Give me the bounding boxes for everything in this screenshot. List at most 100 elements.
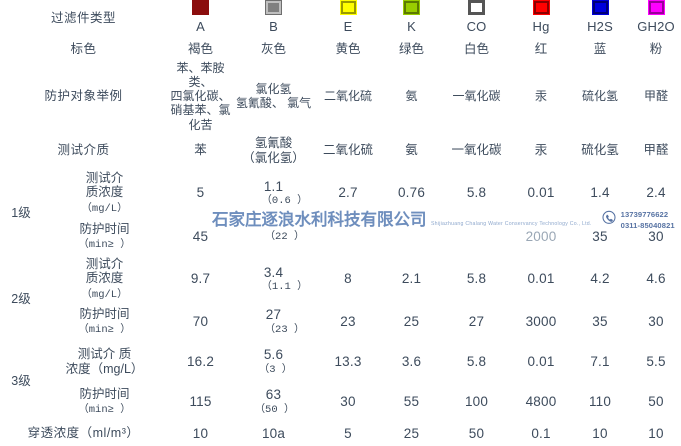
param-label-concentration-3: 测试介 质 浓度（mg/L） xyxy=(65,346,144,376)
param-label-time-1: 防护时间 （min≥ ） xyxy=(78,221,131,252)
row-label-protection-examples: 防护对象举例 xyxy=(44,88,123,103)
value-l3-time-CO: 100 xyxy=(464,393,489,409)
value-l2-time-E: 23 xyxy=(340,313,356,329)
level-label-1: 1级 xyxy=(11,205,31,220)
protect-K: 氨 xyxy=(405,89,418,104)
value-l3-conc-K: 3.6 xyxy=(401,353,422,369)
protect-GH2O: 甲醛 xyxy=(644,89,669,104)
code-GH2O: GH2O xyxy=(637,19,675,34)
cell-type-H2S: H2S xyxy=(569,0,631,37)
value-l1-conc-B: 1.1 （0.6 ） xyxy=(261,178,308,208)
value-l3-conc-A: 16.2 xyxy=(186,353,215,369)
code-A: A xyxy=(196,19,205,34)
value-l1-time-A: 45 xyxy=(192,228,209,244)
value-penetration-K: 25 xyxy=(403,425,420,441)
cell-type-Hg: Hg xyxy=(513,0,569,37)
level-label-3: 3级 xyxy=(11,374,31,389)
value-l1-conc-A: 5 xyxy=(196,185,205,201)
value-l2-conc-H2S: 4.2 xyxy=(590,271,610,287)
value-l1-time-Hg: 2000 xyxy=(525,228,557,244)
code-B: B xyxy=(269,19,278,34)
param-label-time-3: 防护时间 （min≥ ） xyxy=(78,386,131,417)
protect-Hg: 汞 xyxy=(535,89,548,104)
value-l3-time-H2S: 110 xyxy=(588,393,612,409)
value-l2-time-H2S: 35 xyxy=(592,313,608,329)
code-CO: CO xyxy=(466,19,487,34)
value-l2-conc-GH2O: 4.6 xyxy=(646,271,666,287)
level-label-2: 2级 xyxy=(11,291,31,306)
value-penetration-B: 10a xyxy=(261,425,286,441)
value-l3-conc-H2S: 7.1 xyxy=(590,353,610,369)
value-l1-time-H2S: 35 xyxy=(592,228,608,244)
value-l3-conc-Hg: 0.01 xyxy=(527,353,555,369)
value-l1-conc-Hg: 0.01 xyxy=(527,185,555,201)
value-penetration-GH2O: 10 xyxy=(648,425,664,441)
value-l2-time-Hg: 3000 xyxy=(525,313,557,329)
value-l2-conc-Hg: 0.01 xyxy=(527,271,555,287)
value-penetration-CO: 50 xyxy=(468,425,485,441)
medium-Hg: 汞 xyxy=(534,143,548,158)
value-l1-time-B: （22 ） xyxy=(264,230,305,243)
table-row-level2-concentration: 2级 测试介 质浓度 （mg/L） 9.7 3.4 （1.1 ） 8 2.1 5… xyxy=(0,256,681,306)
swatch-H2S xyxy=(569,0,631,15)
value-l3-time-GH2O: 50 xyxy=(648,393,664,409)
value-l3-time-K: 55 xyxy=(403,393,420,409)
code-H2S: H2S xyxy=(587,19,613,34)
cell-type-E: E xyxy=(313,0,383,37)
table-row-level3-time: 防护时间 （min≥ ） 115 63 （50 ） 30 55 100 4800… xyxy=(0,382,681,422)
code-E: E xyxy=(343,19,353,34)
color-name-Hg: 红 xyxy=(534,41,548,56)
value-l3-time-B: 63 （50 ） xyxy=(254,387,295,416)
value-l2-conc-CO: 5.8 xyxy=(466,271,487,287)
medium-CO: 一氧化碳 xyxy=(451,143,502,158)
value-l1-time-K xyxy=(383,217,440,257)
param-label-concentration-2: 测试介 质浓度 （mg/L） xyxy=(81,256,128,302)
protect-CO: 一氧化碳 xyxy=(452,89,501,104)
value-l1-time-CO xyxy=(440,217,513,257)
value-l2-time-CO: 27 xyxy=(468,313,485,329)
value-l1-conc-K: 0.76 xyxy=(397,185,426,201)
swatch-E xyxy=(313,0,383,15)
value-penetration-E: 5 xyxy=(344,425,352,441)
value-penetration-A: 10 xyxy=(192,425,209,441)
table-row-level3-concentration: 3级 测试介 质 浓度（mg/L） 16.2 5.6 （3 ） 13.3 3.6… xyxy=(0,342,681,388)
cell-type-K: K xyxy=(383,0,440,37)
value-l3-time-A: 115 xyxy=(189,393,212,409)
color-name-A: 褐色 xyxy=(188,41,214,56)
value-l1-conc-CO: 5.8 xyxy=(466,185,487,201)
swatch-CO xyxy=(440,0,513,15)
param-label-concentration-1: 测试介 质浓度 （mg/L） xyxy=(81,170,128,216)
swatch-A xyxy=(167,0,234,15)
swatch-K xyxy=(383,0,440,15)
table-row-filter-type: 过滤件类型 A B E K xyxy=(0,0,681,37)
table-row-test-medium: 测试介质 苯 氢氰酸 （氯化氢） 二氧化硫 氨 一氧化碳 汞 硫化氢 甲醛 xyxy=(0,132,681,170)
value-l2-time-B: 27 （23 ） xyxy=(264,307,305,336)
value-l3-conc-E: 13.3 xyxy=(334,353,362,369)
value-l1-time-E xyxy=(313,217,383,257)
value-penetration-Hg: 0.1 xyxy=(531,425,551,441)
value-l2-conc-K: 2.1 xyxy=(401,271,422,287)
value-l1-conc-H2S: 1.4 xyxy=(590,185,610,201)
color-name-H2S: 蓝 xyxy=(593,41,607,56)
value-l1-time-GH2O: 30 xyxy=(648,228,664,244)
protect-B: 氯化氢 氢氰酸、 氯气 xyxy=(235,82,312,111)
table-row-level1-time: 防护时间 （min≥ ） 45 （22 ） 2000 35 30 xyxy=(0,217,681,257)
color-name-CO: 白色 xyxy=(464,41,490,56)
row-label-mark-color: 标色 xyxy=(70,41,97,56)
table-row-level2-time: 防护时间 （min≥ ） 70 27 （23 ） 23 25 27 3000 3… xyxy=(0,302,681,342)
swatch-Hg xyxy=(513,0,569,15)
cell-type-CO: CO xyxy=(440,0,513,37)
protect-A: 苯、苯胺类、 四氯化碳、 硝基苯、氯化苦 xyxy=(170,60,231,132)
row-label-filter-type: 过滤件类型 xyxy=(51,11,117,26)
row-label-test-medium: 测试介质 xyxy=(57,143,110,158)
color-name-E: 黄色 xyxy=(335,41,361,56)
medium-H2S: 硫化氢 xyxy=(581,143,619,158)
table-row-level1-concentration: 1级 测试介 质浓度 （mg/L） 5 1.1 （0.6 ） 2.7 0.76 … xyxy=(0,170,681,220)
param-label-time-2: 防护时间 （min≥ ） xyxy=(78,306,131,337)
value-l3-conc-B: 5.6 （3 ） xyxy=(258,347,293,376)
swatch-GH2O xyxy=(631,0,681,15)
value-penetration-H2S: 10 xyxy=(592,425,608,441)
protect-H2S: 硫化氢 xyxy=(582,89,619,104)
